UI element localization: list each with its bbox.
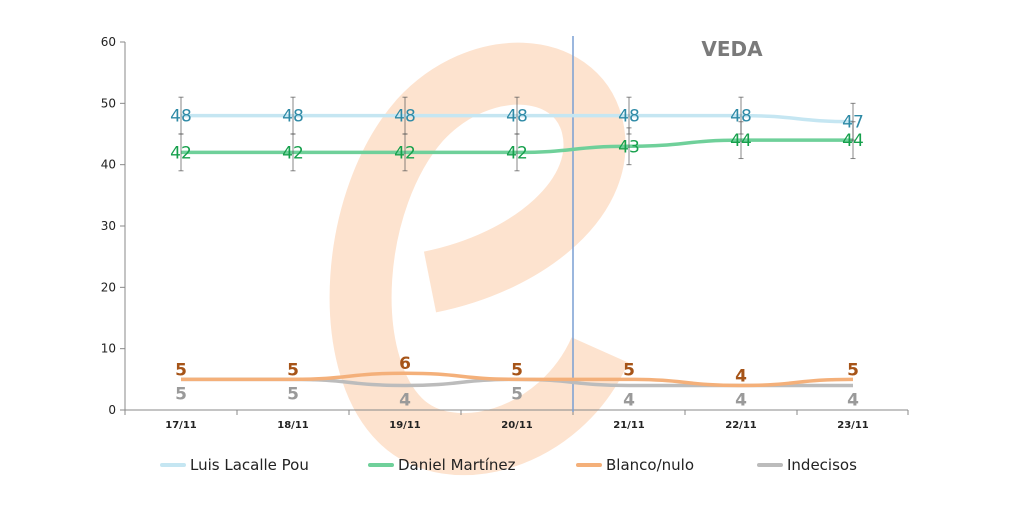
watermark-logo xyxy=(329,42,629,475)
x-tick-label: 17/11 xyxy=(165,420,197,431)
legend-swatch xyxy=(368,463,394,467)
data-label: 48 xyxy=(730,107,752,127)
x-tick-label: 23/11 xyxy=(837,420,869,431)
legend-item: Daniel Martínez xyxy=(368,456,516,474)
data-label: 5 xyxy=(287,360,299,380)
legend-item: Blanco/nulo xyxy=(576,456,694,474)
x-tick-label: 18/11 xyxy=(277,420,309,431)
data-label: 5 xyxy=(511,384,523,404)
data-label: 6 xyxy=(399,354,411,374)
data-label: 4 xyxy=(623,390,635,410)
data-label: 42 xyxy=(506,143,528,163)
legend-label: Luis Lacalle Pou xyxy=(190,456,309,474)
data-label: 48 xyxy=(394,107,416,127)
data-label: 4 xyxy=(399,390,411,410)
data-label: 5 xyxy=(287,384,299,404)
data-label: 48 xyxy=(170,107,192,127)
x-tick-label: 19/11 xyxy=(389,420,421,431)
data-label: 5 xyxy=(175,360,187,380)
y-tick-label: 0 xyxy=(108,403,116,417)
data-label: 5 xyxy=(623,360,635,380)
data-label: 4 xyxy=(735,390,747,410)
chart-legend: Luis Lacalle Pou Daniel Martínez Blanco/nu… xyxy=(0,456,1024,478)
y-tick-label: 40 xyxy=(101,158,116,172)
data-label: 5 xyxy=(511,360,523,380)
data-label: 4 xyxy=(735,366,747,386)
veda-annotation: VEDA xyxy=(701,37,763,61)
legend-label: Daniel Martínez xyxy=(398,456,516,474)
legend-swatch xyxy=(160,463,186,467)
data-label: 5 xyxy=(175,384,187,404)
legend-item: Luis Lacalle Pou xyxy=(160,456,309,474)
series-line-blanco-nulo xyxy=(181,371,854,388)
y-tick-label: 20 xyxy=(101,280,116,294)
y-tick-label: 10 xyxy=(101,342,116,356)
data-label: 42 xyxy=(394,143,416,163)
data-label: 4 xyxy=(847,390,859,410)
data-label: 43 xyxy=(618,137,640,157)
data-label: 5 xyxy=(847,360,859,380)
x-tick-label: 20/11 xyxy=(501,420,533,431)
legend-label: Blanco/nulo xyxy=(606,456,694,474)
data-label: 44 xyxy=(842,131,864,151)
legend-label: Indecisos xyxy=(787,456,857,474)
data-label: 48 xyxy=(506,107,528,127)
legend-swatch xyxy=(576,463,602,467)
y-tick-label: 60 xyxy=(101,35,116,49)
data-label: 44 xyxy=(730,131,752,151)
y-tick-label: 50 xyxy=(101,96,116,110)
x-tick-label: 22/11 xyxy=(725,420,757,431)
data-label: 42 xyxy=(282,143,304,163)
data-label: 42 xyxy=(170,143,192,163)
y-tick-label: 30 xyxy=(101,219,116,233)
x-tick-label: 21/11 xyxy=(613,420,645,431)
legend-swatch xyxy=(757,463,783,467)
data-label: 48 xyxy=(282,107,304,127)
data-label: 48 xyxy=(618,107,640,127)
legend-item: Indecisos xyxy=(757,456,857,474)
